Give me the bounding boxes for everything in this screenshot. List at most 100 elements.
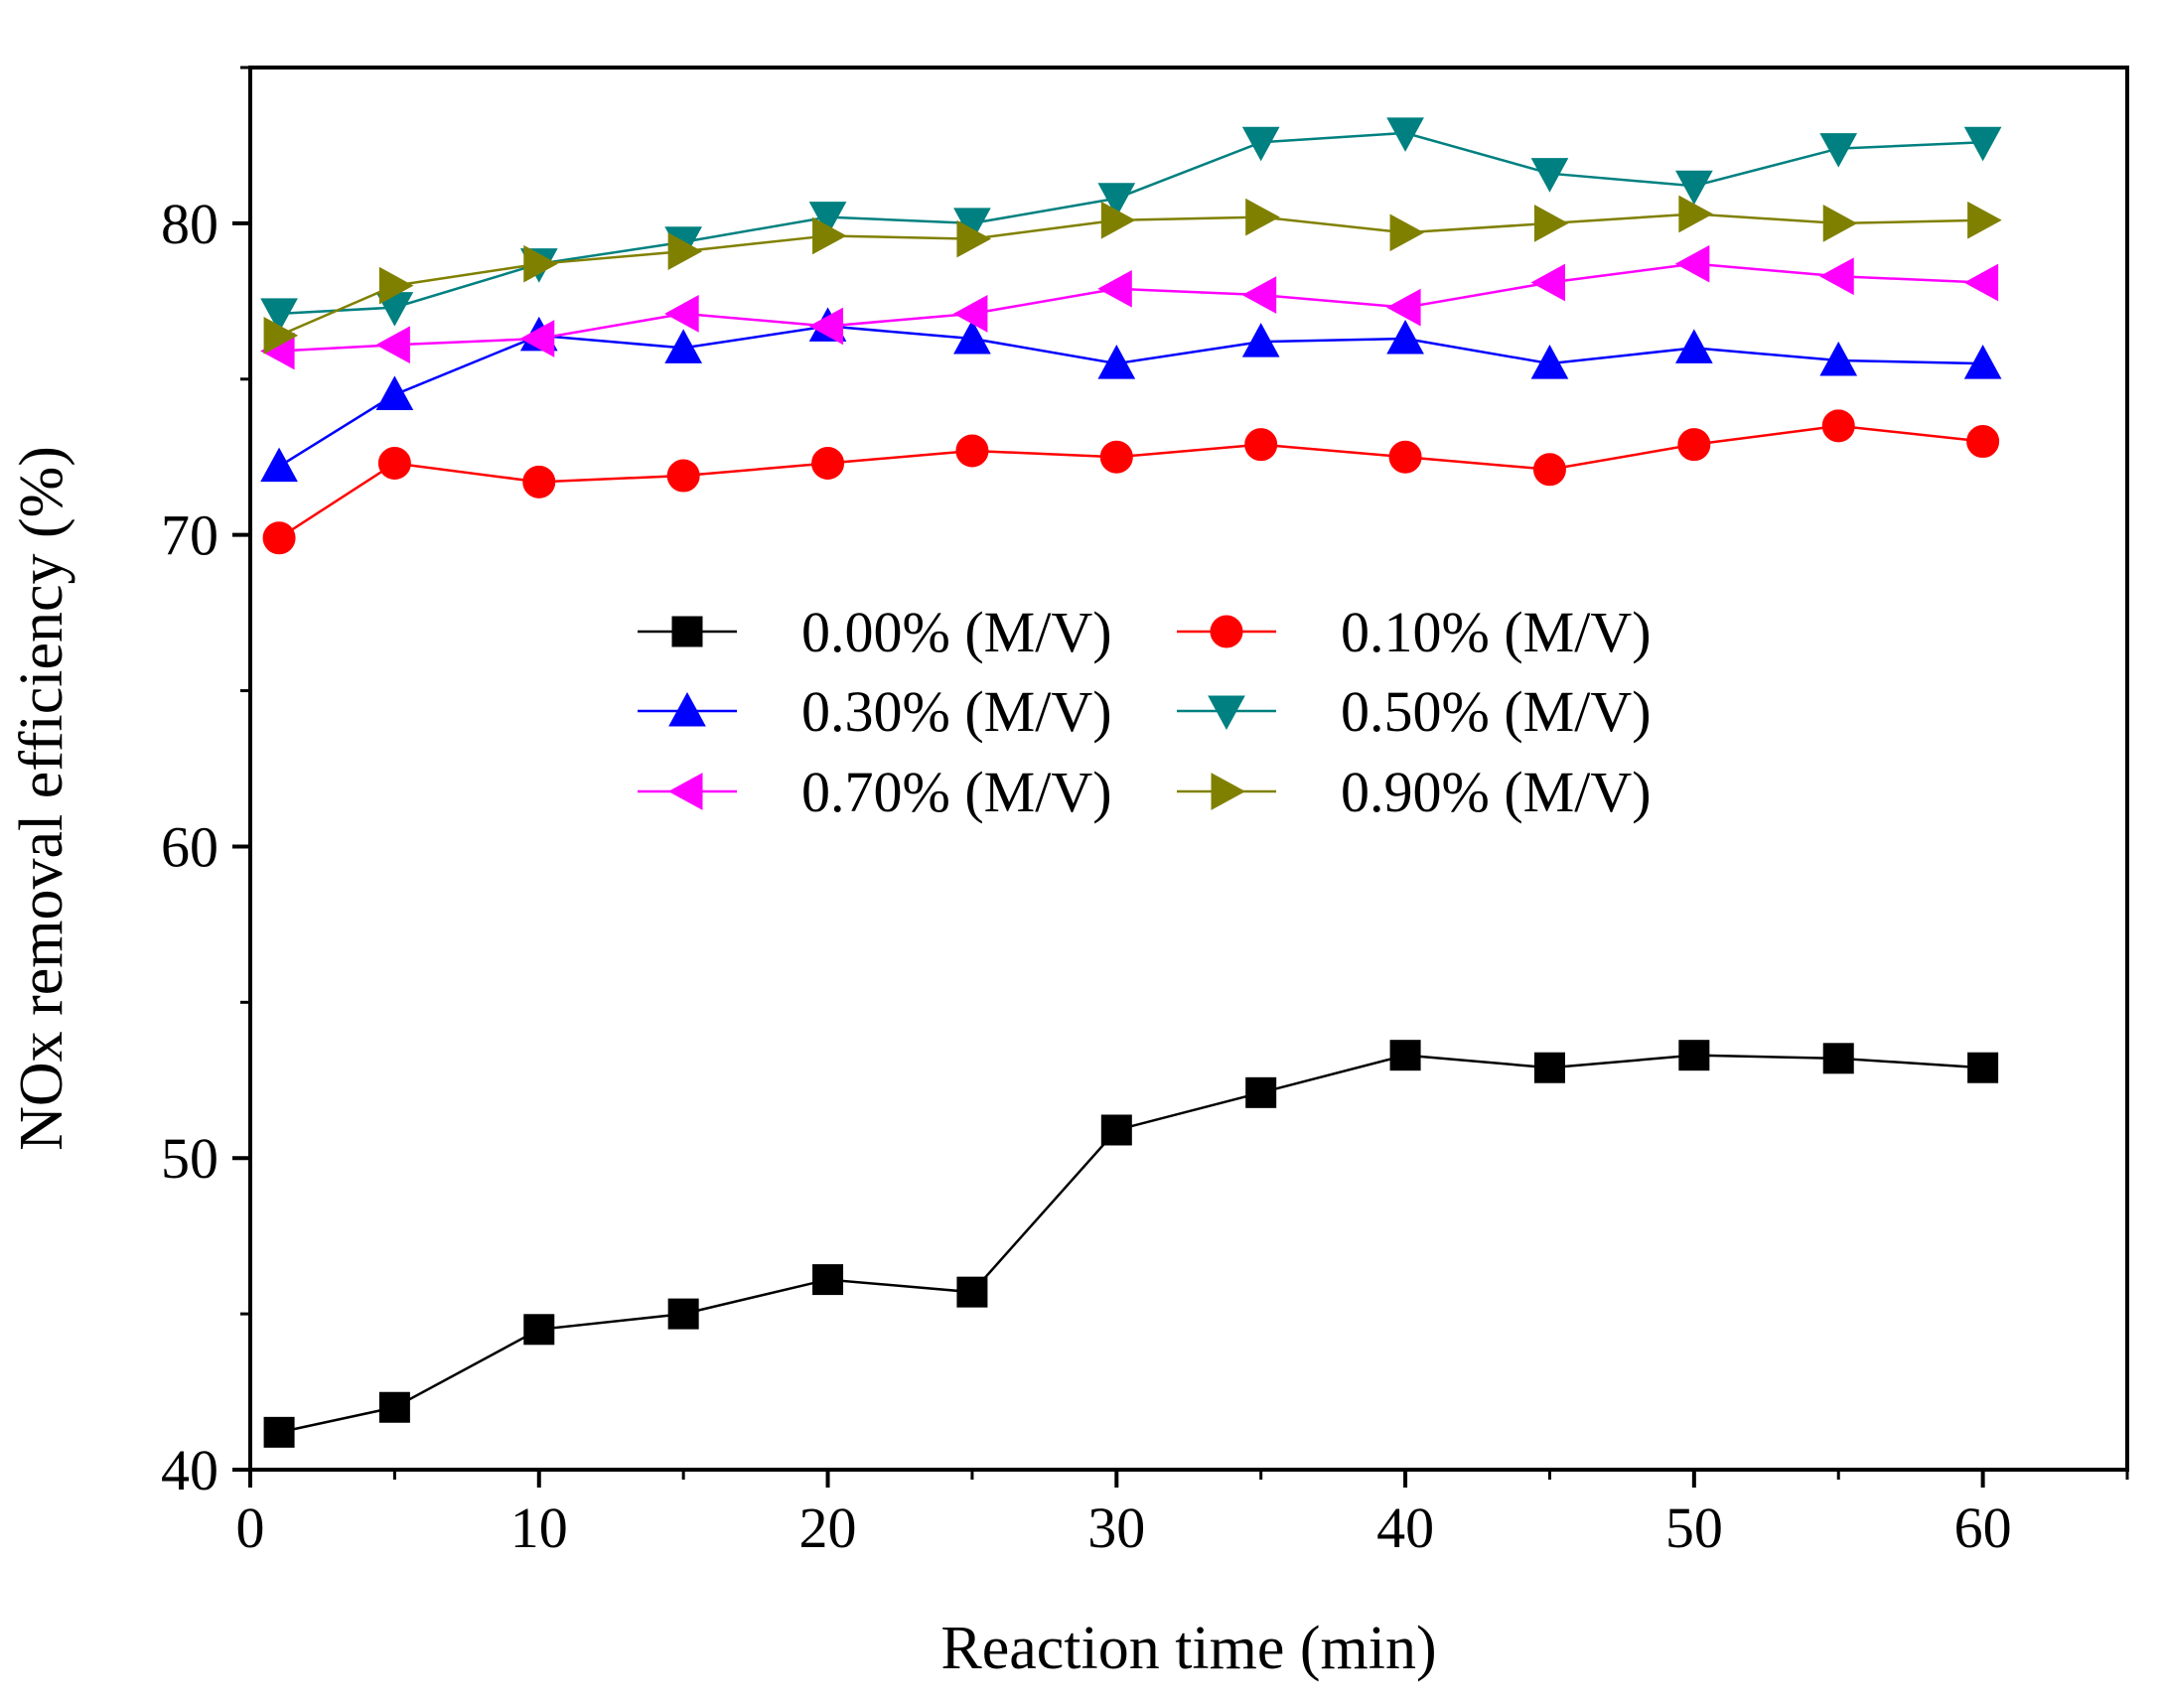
data-point [260,447,298,483]
data-point [1963,126,2002,162]
data-point [808,307,844,346]
data-point [1675,329,1713,363]
data-point [1675,170,1713,206]
data-point [1241,276,1277,314]
data-point [1677,428,1711,462]
data-point [1389,214,1425,252]
data-point [1244,428,1278,462]
data-point [262,521,296,555]
data-point [519,320,555,357]
legend-marker [1210,615,1243,648]
y-axis: 40 50 60 70 80 [161,66,250,1502]
x-tick-label: 40 [1376,1495,1434,1560]
x-tick-label: 30 [1087,1495,1145,1560]
data-point [1966,425,2000,459]
data-point [1678,195,1713,233]
data-point [1386,288,1421,327]
data-point [1967,1052,1999,1083]
legend-label: 0.50% (M/V) [1341,679,1652,744]
legend: 0.00% (M/V) 0.10% (M/V) 0.30% (M/V) 0.50% (… [638,600,1652,824]
legend-item: 0.00% (M/V) [638,600,1112,664]
data-point [1530,263,1565,302]
legend-item: 0.10% (M/V) [1177,600,1652,664]
data-point [1245,198,1280,236]
data-point [1386,319,1424,355]
data-point [952,295,988,333]
y-tick-label: 80 [161,192,218,256]
series-5 [263,195,2002,355]
data-point [523,1314,555,1346]
y-axis-title: NOx removal efficiency (%) [8,446,75,1151]
data-point [956,1276,988,1308]
data-point [1530,158,1569,193]
legend-label: 0.30% (M/V) [801,679,1112,744]
legend-label: 0.70% (M/V) [801,760,1112,824]
data-point [1241,323,1280,357]
legend-item: 0.70% (M/V) [638,760,1112,824]
data-point [1819,257,1854,296]
data-point [1241,126,1280,162]
legend-item: 0.30% (M/V) [638,679,1112,744]
data-point [1533,1052,1565,1083]
data-point [378,266,414,305]
data-point [1821,409,1855,443]
data-point [1097,269,1132,308]
data-point [522,465,556,498]
legend-label: 0.90% (M/V) [1341,760,1652,824]
data-point [377,446,411,480]
data-point [1386,117,1424,152]
legend-label: 0.00% (M/V) [801,600,1112,664]
x-tick-label: 10 [510,1495,568,1560]
plot-frame [248,66,2129,1472]
x-tick-label: 60 [1954,1495,2012,1560]
data-point [666,459,700,493]
data-point [375,375,414,410]
series-layer [260,117,2002,1448]
data-point [667,232,703,270]
data-point [1822,1043,1854,1074]
data-point [1245,1076,1277,1108]
legend-item: 0.90% (M/V) [1177,760,1652,824]
data-point [1097,183,1136,217]
data-point [956,219,991,258]
data-point [667,1298,699,1330]
data-point [263,1416,295,1448]
data-point [1967,201,2002,239]
data-point [812,216,847,255]
y-tick-label: 50 [161,1126,218,1191]
y-tick-label: 40 [161,1438,218,1502]
legend-marker [668,691,706,727]
data-point [953,319,991,355]
legend-marker [1211,773,1246,810]
legend-item: 0.50% (M/V) [1177,679,1652,744]
y-tick-label: 70 [161,503,218,568]
legend-marker [671,616,703,647]
x-axis-title: Reaction time (min) [940,1615,1436,1682]
data-point [1819,341,1858,376]
data-point [1963,263,1999,302]
data-point [523,244,558,283]
data-point [1532,453,1566,487]
x-tick-label: 0 [236,1495,265,1560]
data-point [1678,1040,1710,1071]
data-point [1819,133,1858,168]
y-tick-label: 60 [161,814,218,879]
data-point [1097,345,1136,379]
data-point [1388,440,1422,474]
data-point [664,295,699,333]
data-point [812,1264,844,1296]
legend-marker [1208,695,1245,731]
data-point [263,317,299,355]
plot-border [248,66,2129,1472]
data-point [1533,205,1569,242]
data-point [260,298,298,333]
data-point [375,326,410,364]
data-point [1099,440,1133,474]
data-point [1963,345,2002,379]
x-tick-label: 20 [799,1495,857,1560]
data-point [1100,1114,1132,1146]
data-point [811,446,845,480]
data-point [1100,201,1136,239]
